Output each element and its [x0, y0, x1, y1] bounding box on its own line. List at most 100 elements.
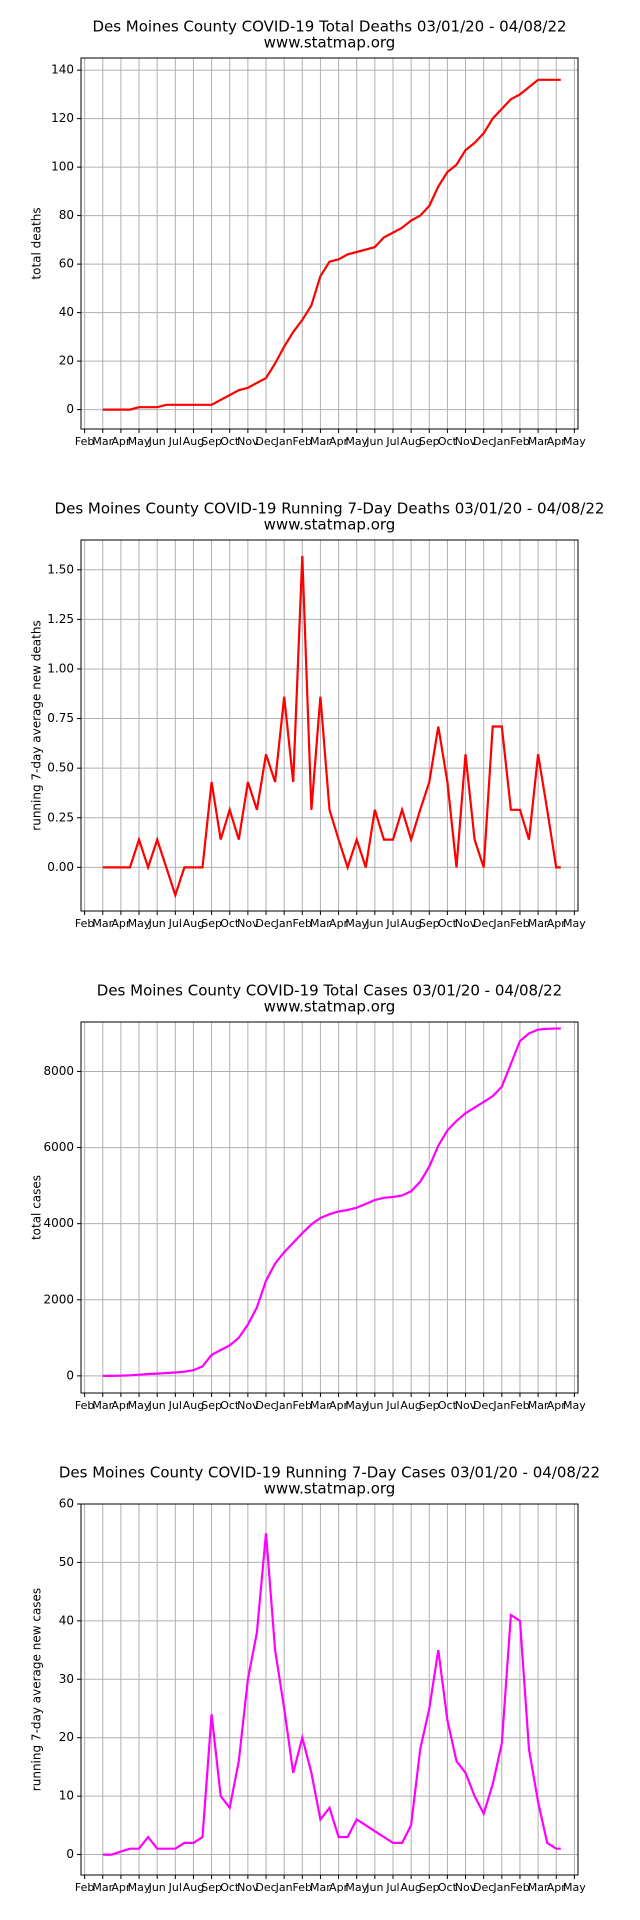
x-tick-label: Feb [293, 435, 312, 448]
y-axis-label: total cases [30, 1175, 44, 1240]
x-tick-label: Jul [385, 1399, 399, 1412]
x-tick-label: Oct [220, 435, 240, 448]
x-tick-label: Oct [220, 917, 240, 930]
y-tick-label: 4000 [43, 1216, 74, 1230]
chart-title: Des Moines County COVID-19 Total Cases 0… [97, 982, 562, 1000]
x-tick-label: Feb [510, 1881, 529, 1894]
x-tick-label: Apr [111, 917, 131, 930]
x-tick-label: Jun [365, 435, 383, 448]
y-tick-label: 0 [66, 402, 74, 416]
x-tick-label: Aug [183, 435, 204, 448]
x-tick-label: Sep [201, 1881, 222, 1894]
x-tick-label: Sep [201, 917, 222, 930]
y-axis-label: running 7-day average new deaths [30, 620, 44, 830]
x-tick-label: Aug [400, 917, 421, 930]
y-tick-label: 120 [51, 111, 74, 125]
data-line [102, 78, 561, 411]
x-tick-label: May [128, 1881, 151, 1894]
x-tick-label: Jan [492, 1881, 510, 1894]
x-tick-label: Jan [275, 1399, 293, 1412]
x-tick-label: Apr [329, 435, 349, 448]
x-tick-label: May [563, 1881, 586, 1894]
x-tick-label: Dec [255, 917, 276, 930]
plot-frame [80, 1503, 579, 1876]
x-tick-label: Jun [148, 435, 166, 448]
x-tick-label: Jun [148, 917, 166, 930]
x-tick-label: Feb [75, 1881, 94, 1894]
x-tick-label: Jun [148, 1399, 166, 1412]
x-tick-label: Aug [400, 1399, 421, 1412]
x-tick-label: Sep [419, 435, 440, 448]
x-tick-label: Dec [255, 1881, 276, 1894]
x-tick-label: Apr [111, 1399, 131, 1412]
x-tick-label: Feb [293, 1881, 312, 1894]
x-tick-label: Nov [455, 435, 477, 448]
x-tick-label: Apr [547, 435, 567, 448]
x-tick-label: Sep [419, 1881, 440, 1894]
y-tick-label: 20 [59, 1730, 74, 1744]
x-tick-label: Apr [329, 1399, 349, 1412]
x-tick-label: Mar [310, 1399, 331, 1412]
y-tick-label: 30 [59, 1672, 74, 1686]
x-tick-label: Apr [329, 1881, 349, 1894]
y-tick-label: 0.00 [47, 860, 74, 874]
y-axis-label: running 7-day average new cases [30, 1588, 44, 1791]
y-tick-label: 1.25 [47, 612, 74, 626]
x-tick-label: Jul [168, 917, 182, 930]
x-tick-label: Feb [510, 1399, 529, 1412]
x-tick-label: Oct [220, 1881, 240, 1894]
x-tick-label: Nov [455, 1399, 477, 1412]
x-tick-label: Apr [111, 1881, 131, 1894]
x-tick-label: Aug [183, 1399, 204, 1412]
x-tick-label: Jul [385, 917, 399, 930]
y-tick-label: 0.25 [47, 810, 74, 824]
x-tick-label: Feb [293, 1399, 312, 1412]
x-tick-label: Jun [365, 1881, 383, 1894]
y-tick-label: 100 [51, 160, 74, 174]
x-tick-label: Mar [92, 435, 113, 448]
x-tick-label: Dec [473, 1399, 494, 1412]
x-tick-label: Jan [492, 435, 510, 448]
x-tick-label: Feb [510, 435, 529, 448]
x-tick-label: Aug [400, 435, 421, 448]
x-tick-label: Dec [473, 435, 494, 448]
x-tick-label: Apr [547, 1881, 567, 1894]
y-tick-label: 40 [59, 305, 74, 319]
x-tick-label: Mar [528, 1881, 549, 1894]
x-tick-label: Oct [438, 435, 458, 448]
x-tick-label: May [345, 1881, 368, 1894]
x-tick-label: Oct [438, 1881, 458, 1894]
x-tick-label: Jan [492, 917, 510, 930]
x-tick-label: May [345, 1399, 368, 1412]
x-tick-label: Feb [75, 917, 94, 930]
x-tick-label: Jul [385, 1881, 399, 1894]
y-tick-label: 140 [51, 63, 74, 77]
x-tick-label: Aug [183, 1881, 204, 1894]
x-tick-label: Aug [183, 917, 204, 930]
x-tick-label: Dec [255, 435, 276, 448]
x-tick-label: Dec [473, 1881, 494, 1894]
y-tick-label: 10 [59, 1789, 74, 1803]
y-tick-label: 0.75 [47, 711, 74, 725]
x-tick-label: Jan [275, 1881, 293, 1894]
y-tick-label: 2000 [43, 1292, 74, 1306]
x-tick-label: Jun [148, 1881, 166, 1894]
y-tick-label: 40 [59, 1613, 74, 1627]
x-tick-label: Oct [438, 1399, 458, 1412]
y-axis-label: total deaths [30, 207, 44, 279]
y-tick-label: 1.50 [47, 562, 74, 576]
plot-frame [80, 57, 579, 430]
x-tick-label: May [345, 435, 368, 448]
y-tick-label: 1.00 [47, 661, 74, 675]
x-tick-label: Sep [419, 1399, 440, 1412]
x-tick-label: Nov [237, 435, 259, 448]
x-tick-label: Mar [92, 1399, 113, 1412]
x-tick-label: Mar [310, 917, 331, 930]
x-tick-label: Sep [201, 435, 222, 448]
x-tick-label: Dec [255, 1399, 276, 1412]
y-tick-label: 6000 [43, 1140, 74, 1154]
plot-frame [80, 1021, 579, 1394]
x-tick-label: Feb [510, 917, 529, 930]
data-line [102, 1533, 561, 1856]
